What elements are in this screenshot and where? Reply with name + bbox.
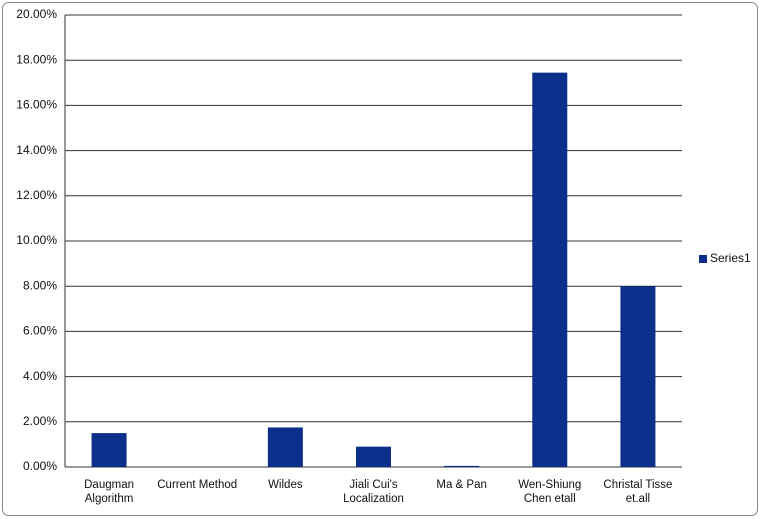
x-tick-label: Jiali Cui's Localization — [343, 479, 404, 505]
y-tick-label: 0.00% — [23, 459, 57, 473]
y-tick-label: 20.00% — [16, 7, 57, 21]
bar — [532, 72, 568, 467]
y-tick-label: 6.00% — [23, 324, 57, 338]
legend-swatch — [699, 255, 707, 263]
y-tick-label: 16.00% — [16, 98, 57, 112]
x-tick-label: Current Method — [157, 479, 238, 491]
y-tick-label: 12.00% — [16, 188, 57, 202]
y-tick-label: 10.00% — [16, 233, 57, 247]
y-tick-label: 8.00% — [23, 278, 57, 292]
y-tick-label: 18.00% — [16, 52, 57, 66]
legend-label: Series1 — [710, 251, 751, 265]
bar — [620, 286, 656, 467]
x-tick-label: Wen-Shiung Chen etall — [518, 479, 582, 505]
x-tick-label: Wildes — [268, 479, 303, 491]
x-tick-label: Christal Tisse et.all — [603, 479, 673, 505]
y-tick-label: 4.00% — [23, 369, 57, 383]
x-tick-label: Ma & Pan — [436, 479, 487, 491]
bar — [444, 465, 480, 467]
bar — [356, 446, 391, 467]
y-tick-label: 2.00% — [23, 414, 57, 428]
bar — [267, 427, 303, 467]
x-tick-label: Daugman Algorithm — [84, 479, 134, 505]
y-tick-label: 14.00% — [16, 143, 57, 157]
bar — [91, 433, 127, 467]
